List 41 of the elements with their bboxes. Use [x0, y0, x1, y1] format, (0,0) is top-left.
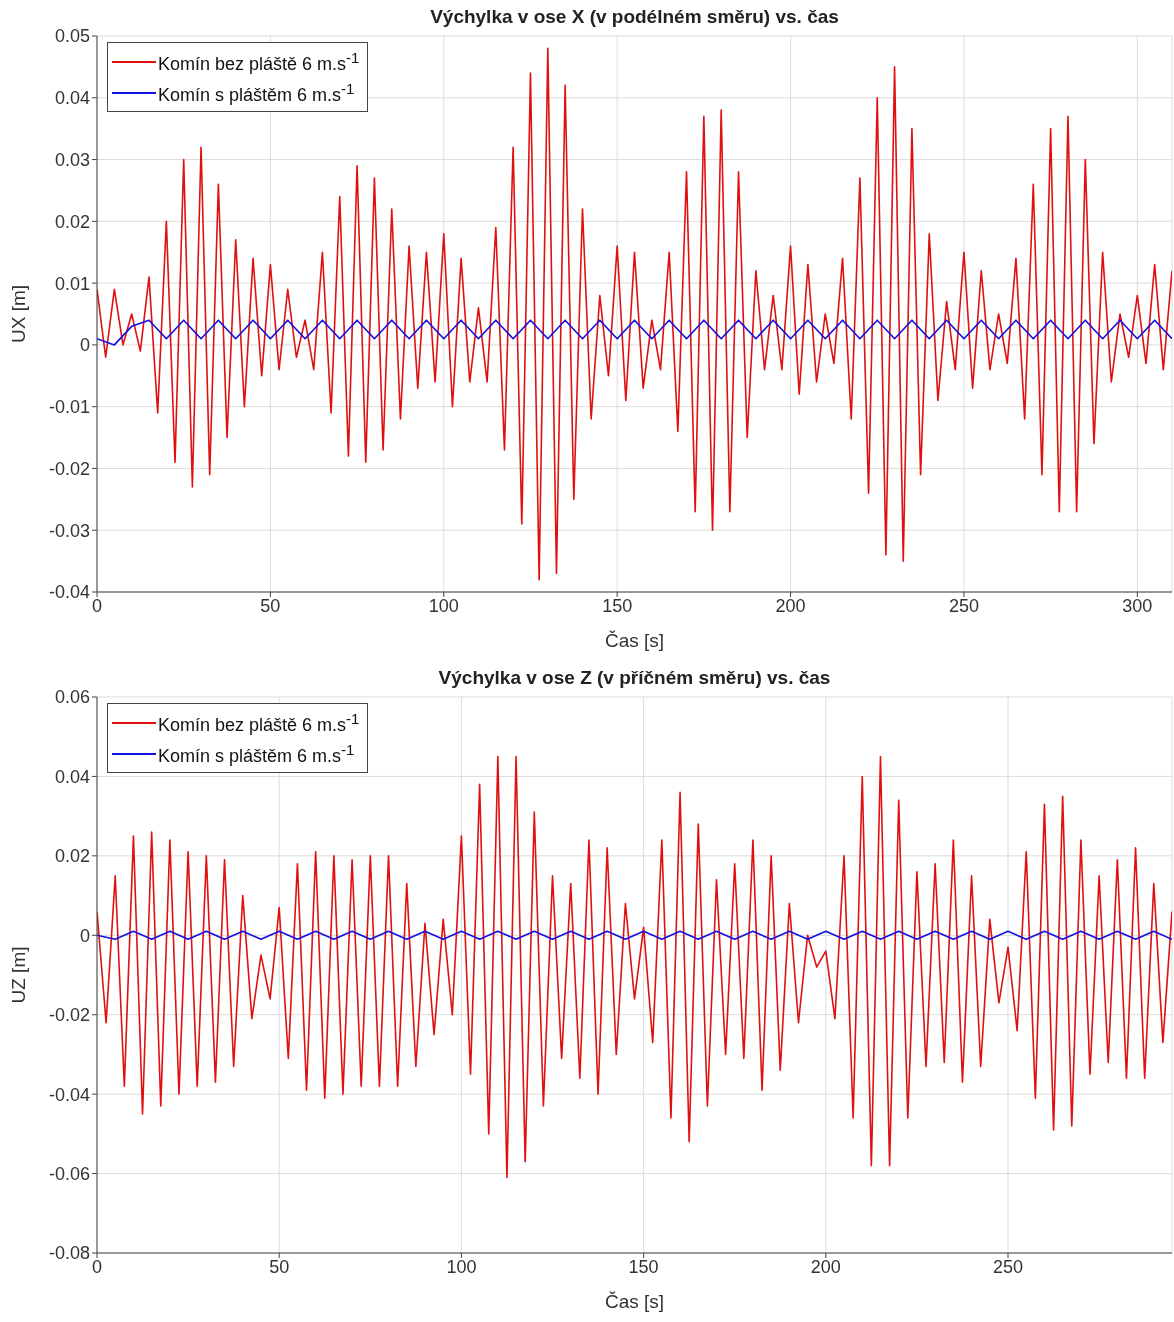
legend-label: Komín s pláštěm 6 m.s$^{-1}$ — [158, 740, 355, 767]
line-series — [97, 47, 1172, 581]
y-tick-label: 0.03 — [54, 149, 90, 170]
y-tick-label: 0 — [79, 335, 90, 356]
chart-title: Výchylka v ose X (v podélném směru) vs. čas — [430, 6, 839, 27]
y-tick-label: 0.04 — [54, 766, 90, 787]
x-tick-label: 100 — [446, 1256, 477, 1277]
y-tick-label: 0.06 — [54, 687, 90, 708]
y-tick-label: 0.04 — [54, 88, 90, 109]
y-tick-label: -0.01 — [48, 397, 90, 418]
y-tick-label: -0.02 — [48, 1005, 90, 1026]
x-tick-label: 250 — [948, 595, 979, 616]
y-tick-label: -0.02 — [48, 458, 90, 479]
y-tick-label: 0.02 — [54, 846, 90, 867]
x-tick-label: 200 — [810, 1256, 841, 1277]
y-tick-label: 0 — [79, 925, 90, 946]
chart-title: Výchylka v ose Z (v příčném směru) vs. čas — [438, 667, 831, 688]
y-tick-label: -0.08 — [48, 1243, 90, 1264]
y-tick-label: -0.03 — [48, 520, 90, 541]
x-tick-label: 300 — [1122, 595, 1153, 616]
legend-label: Komín bez pláště 6 m.s$^{-1}$ — [158, 48, 360, 75]
y-tick-label: 0.05 — [54, 26, 90, 47]
y-tick-label: -0.06 — [48, 1163, 90, 1184]
y-tick-label: -0.04 — [48, 582, 90, 603]
x-tick-label: 50 — [269, 1256, 290, 1277]
legend-label: Komín bez pláště 6 m.s$^{-1}$ — [158, 709, 360, 736]
y-tick-label: 0.02 — [54, 211, 90, 232]
y-tick-label: -0.04 — [48, 1084, 90, 1105]
x-tick-label: 200 — [775, 595, 806, 616]
x-tick-label: 50 — [260, 595, 281, 616]
x-tick-label: 150 — [628, 1256, 659, 1277]
line-series — [97, 319, 1172, 346]
y-axis-title: UX [m] — [7, 284, 29, 344]
legend-label: Komín s pláštěm 6 m.s$^{-1}$ — [158, 79, 355, 106]
x-tick-label: 100 — [428, 595, 459, 616]
x-tick-label: 150 — [602, 595, 633, 616]
x-axis-title: Čas [s] — [604, 1291, 665, 1312]
x-axis-title: Čas [s] — [604, 630, 665, 651]
y-axis-title: UZ [m] — [7, 946, 29, 1004]
y-tick-label: 0.01 — [54, 273, 90, 294]
x-tick-label: 250 — [992, 1256, 1024, 1277]
